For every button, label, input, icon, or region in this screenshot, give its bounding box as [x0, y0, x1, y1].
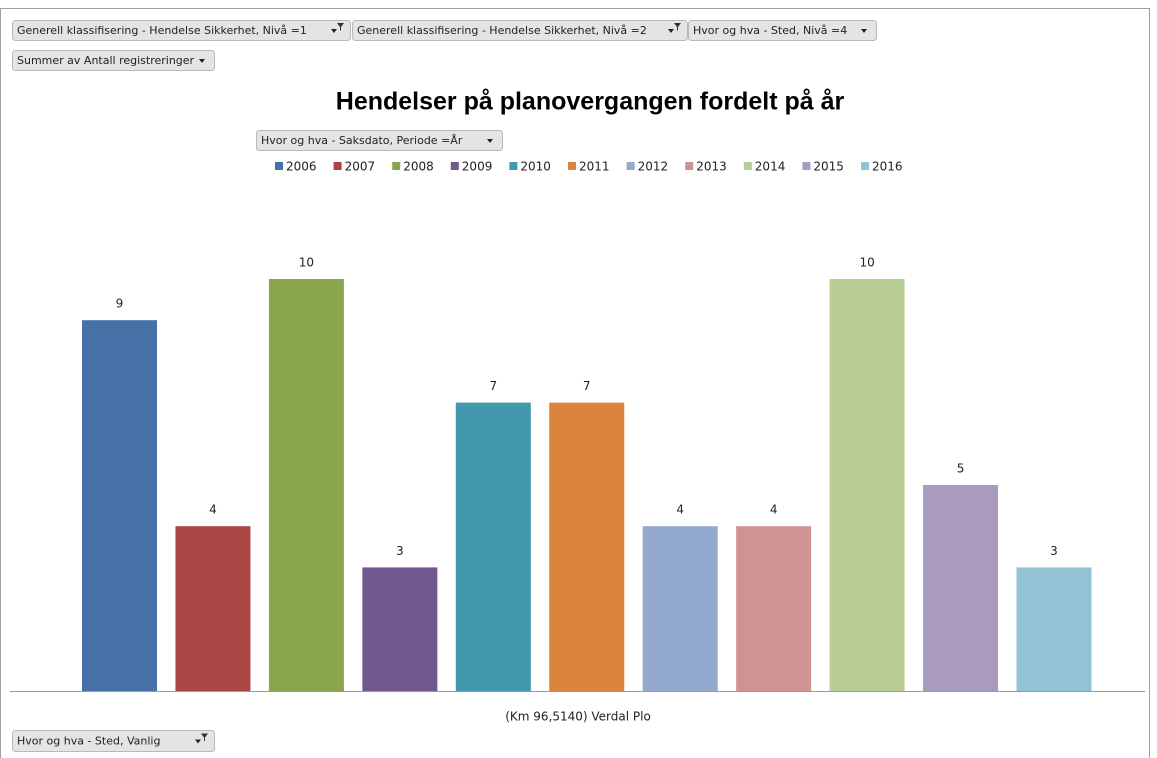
- bar: [1016, 567, 1092, 691]
- legend-swatch: [568, 162, 576, 170]
- bar: [923, 485, 999, 691]
- bar: [268, 279, 344, 691]
- legend-swatch: [275, 162, 283, 170]
- button-label: Generell klassifisering - Hendelse Sikke…: [17, 24, 307, 37]
- data-label: 9: [116, 297, 124, 311]
- bar: [362, 567, 438, 691]
- button-background: [256, 130, 503, 151]
- data-label: 4: [770, 503, 778, 517]
- pivot-field-button[interactable]: Summer av Antall registreringer: [12, 50, 215, 71]
- data-label: 5: [957, 462, 965, 476]
- bar: [549, 402, 625, 691]
- button-label: Hvor og hva - Sted, Vanlig: [17, 735, 160, 748]
- legend-swatch: [861, 162, 869, 170]
- legend-label: 2015: [813, 160, 844, 174]
- data-label: 10: [299, 256, 314, 270]
- bar: [82, 320, 157, 691]
- data-label: 4: [676, 503, 684, 517]
- dropdown-arrow: [487, 139, 493, 143]
- pivot-field-button[interactable]: Hvor og hva - Saksdato, Periode =År: [256, 130, 503, 151]
- button-label: Summer av Antall registreringer: [17, 54, 195, 67]
- filter-icon: [337, 23, 344, 31]
- dropdown-arrow: [199, 59, 205, 63]
- data-label: 3: [396, 544, 404, 558]
- pivot-field-button[interactable]: Hvor og hva - Sted, Vanlig: [12, 730, 215, 752]
- legend-label: 2012: [638, 160, 669, 174]
- legend-swatch: [450, 162, 459, 170]
- legend-swatch: [392, 162, 401, 170]
- button-label: Hvor og hva - Saksdato, Periode =År: [261, 134, 463, 147]
- button-background: [12, 730, 215, 752]
- dropdown-arrow: [668, 29, 674, 33]
- legend-swatch: [802, 162, 811, 170]
- legend-label: 2010: [520, 160, 551, 174]
- data-label: 7: [583, 379, 591, 393]
- bar: [642, 526, 718, 691]
- legend-swatch: [509, 162, 518, 170]
- legend-label: 2008: [403, 160, 434, 174]
- legend-label: 2009: [462, 160, 493, 174]
- filter-icon: [674, 23, 681, 31]
- data-label: 3: [1050, 544, 1058, 558]
- legend-label: 2014: [755, 160, 786, 174]
- button-background: [12, 20, 351, 41]
- bar: [736, 526, 812, 691]
- button-label: Hvor og hva - Sted, Nivå =4: [693, 24, 847, 37]
- pivot-field-button[interactable]: Hvor og hva - Sted, Nivå =4: [688, 20, 877, 41]
- data-label: 4: [209, 503, 217, 517]
- dropdown-arrow: [331, 29, 337, 33]
- x-tick-label: (Km 96,5140) Verdal Plo: [505, 710, 651, 724]
- legend-swatch: [333, 162, 342, 170]
- legend-swatch: [626, 162, 635, 170]
- data-label: 10: [859, 256, 874, 270]
- chart-title: Hendelser på planovergangen fordelt på å…: [336, 88, 845, 116]
- data-label: 7: [489, 379, 497, 393]
- legend-label: 2006: [286, 160, 317, 174]
- button-background: [688, 20, 877, 41]
- button-background: [12, 50, 215, 71]
- legend-label: 2013: [696, 160, 727, 174]
- pivot-field-button[interactable]: Generell klassifisering - Hendelse Sikke…: [352, 20, 688, 41]
- bar: [829, 279, 905, 691]
- legend-label: 2011: [579, 160, 610, 174]
- button-background: [352, 20, 688, 41]
- dropdown-arrow: [195, 739, 201, 744]
- dropdown-arrow: [861, 29, 867, 33]
- legend-swatch: [685, 162, 694, 170]
- bar: [175, 526, 251, 691]
- legend-swatch: [743, 162, 752, 170]
- legend-label: 2007: [345, 160, 376, 174]
- bar: [455, 402, 531, 691]
- pivot-field-button[interactable]: Generell klassifisering - Hendelse Sikke…: [12, 20, 351, 41]
- button-label: Generell klassifisering - Hendelse Sikke…: [357, 24, 647, 37]
- legend-label: 2016: [872, 160, 903, 174]
- filter-icon: [201, 733, 208, 742]
- frame: [0, 8, 1150, 758]
